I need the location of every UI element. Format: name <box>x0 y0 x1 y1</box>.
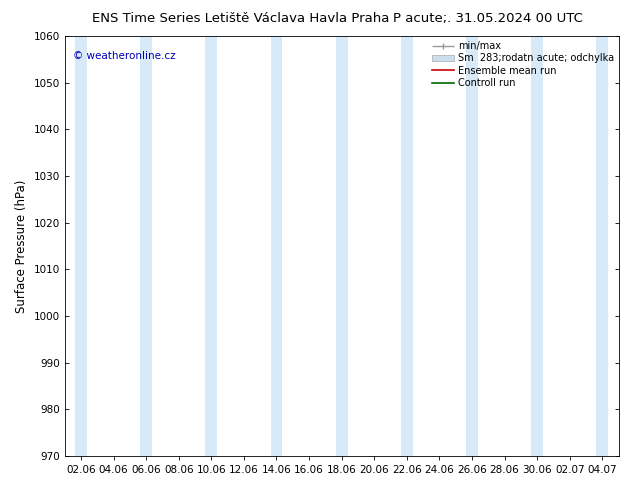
Bar <box>401 36 413 456</box>
Legend: min/max, Sm  283;rodatn acute; odchylka, Ensemble mean run, Controll run: min/max, Sm 283;rodatn acute; odchylka, … <box>430 39 616 90</box>
Y-axis label: Surface Pressure (hPa): Surface Pressure (hPa) <box>15 179 28 313</box>
Bar <box>336 36 347 456</box>
Bar <box>531 36 543 456</box>
Text: ENS Time Series Letiště Václava Havla Praha: ENS Time Series Letiště Václava Havla Pr… <box>92 12 390 25</box>
Bar <box>466 36 478 456</box>
Bar <box>140 36 152 456</box>
Bar <box>205 36 217 456</box>
Bar <box>271 36 282 456</box>
Text: P acute;. 31.05.2024 00 UTC: P acute;. 31.05.2024 00 UTC <box>393 12 583 25</box>
Bar <box>75 36 87 456</box>
Bar <box>597 36 608 456</box>
Text: © weatheronline.cz: © weatheronline.cz <box>73 51 176 61</box>
